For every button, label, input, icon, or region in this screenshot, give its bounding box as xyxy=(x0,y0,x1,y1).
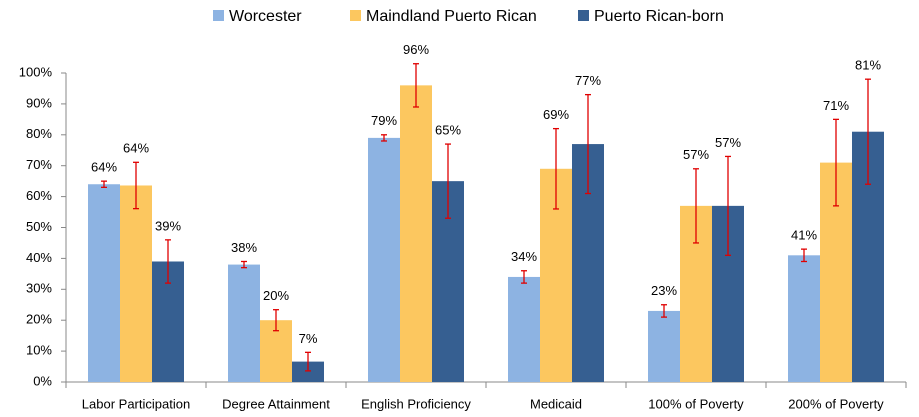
bar xyxy=(120,185,152,382)
error-bar xyxy=(305,351,311,372)
bar xyxy=(228,264,260,382)
y-tick-label: 10% xyxy=(26,343,52,358)
y-tick-label: 80% xyxy=(26,126,52,141)
x-tick-label: Degree Attainment xyxy=(222,396,330,411)
y-tick-label: 20% xyxy=(26,312,52,327)
legend: Worcester Maindland Puerto Rican Puerto Ri… xyxy=(213,8,724,25)
error-bar xyxy=(553,127,559,210)
value-label: 77% xyxy=(575,73,601,88)
value-label: 69% xyxy=(543,107,569,122)
error-bar xyxy=(241,260,247,269)
error-bar xyxy=(833,118,839,207)
bar xyxy=(648,310,680,382)
error-bar xyxy=(445,143,451,219)
error-bar xyxy=(585,93,591,195)
y-tick-label: 90% xyxy=(26,95,52,110)
legend-swatch xyxy=(213,10,224,21)
y-tick-label: 60% xyxy=(26,188,52,203)
error-bar xyxy=(661,304,667,318)
value-label: 7% xyxy=(299,331,318,346)
bar xyxy=(788,255,820,382)
value-label: 38% xyxy=(231,240,257,255)
error-bar xyxy=(801,248,807,263)
error-bar xyxy=(165,239,171,284)
x-tick-label: Medicaid xyxy=(530,396,582,411)
legend-label: Maindland Puerto Rican xyxy=(366,8,537,25)
error-bar xyxy=(725,155,731,256)
x-tick-label: 100% of Poverty xyxy=(648,396,744,411)
legend-swatch xyxy=(578,10,589,21)
value-label: 57% xyxy=(715,135,741,150)
error-bar xyxy=(865,78,871,185)
error-bar xyxy=(413,63,419,108)
value-label: 81% xyxy=(855,58,881,73)
y-tick-label: 40% xyxy=(26,250,52,265)
x-tick-label: Labor Participation xyxy=(82,396,190,411)
legend-swatch xyxy=(350,10,361,21)
value-label: 71% xyxy=(823,98,849,113)
x-tick-label: 200% of Poverty xyxy=(788,396,884,411)
value-label: 64% xyxy=(123,141,149,156)
bar xyxy=(292,361,324,382)
bar xyxy=(368,137,400,382)
error-bar xyxy=(133,161,139,210)
value-label: 20% xyxy=(263,288,289,303)
error-bar xyxy=(273,309,279,332)
value-label: 39% xyxy=(155,218,181,233)
value-label: 79% xyxy=(371,113,397,128)
value-label: 96% xyxy=(403,42,429,57)
error-bar xyxy=(693,168,699,244)
x-tick-label: English Proficiency xyxy=(361,396,471,411)
y-tick-label: 50% xyxy=(26,219,52,234)
value-label: 64% xyxy=(91,160,117,175)
error-bar xyxy=(101,180,107,188)
y-tick-label: 0% xyxy=(33,373,52,388)
y-tick-label: 100% xyxy=(19,64,53,79)
error-bar xyxy=(521,270,527,284)
value-label: 57% xyxy=(683,147,709,162)
error-bar xyxy=(381,134,387,142)
value-label: 65% xyxy=(435,123,461,138)
legend-label: Worcester xyxy=(229,8,302,25)
value-label: 41% xyxy=(791,228,817,243)
value-label: 23% xyxy=(651,283,677,298)
bar xyxy=(88,184,120,382)
y-tick-label: 70% xyxy=(26,157,52,172)
bar xyxy=(508,276,540,382)
y-tick-label: 30% xyxy=(26,281,52,296)
bar xyxy=(400,85,432,383)
value-label: 34% xyxy=(511,249,537,264)
legend-label: Puerto Rican-born xyxy=(594,8,724,25)
